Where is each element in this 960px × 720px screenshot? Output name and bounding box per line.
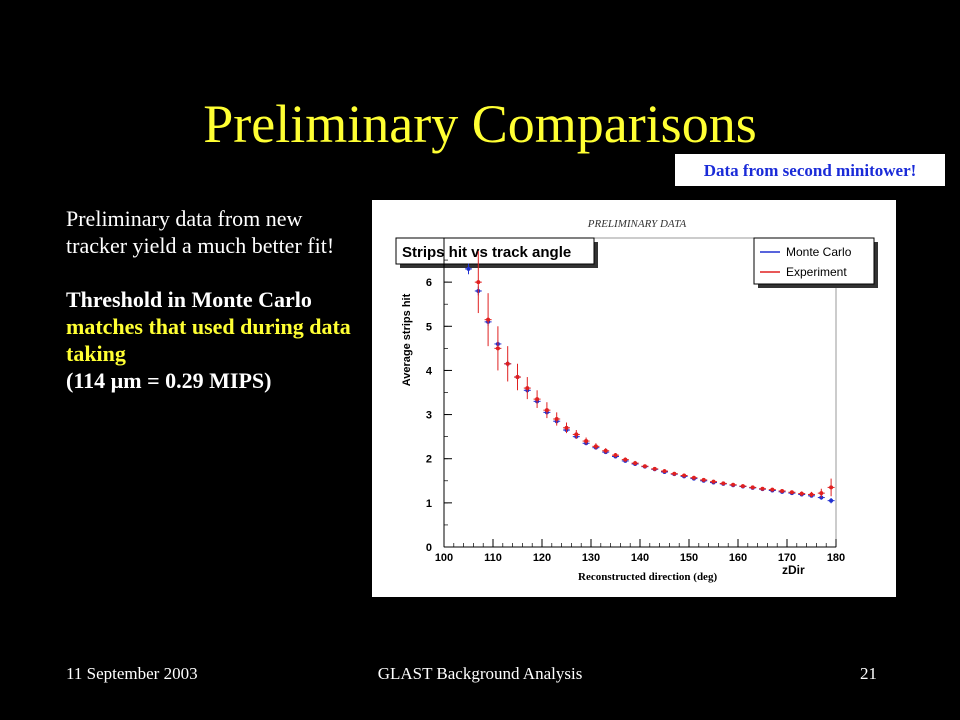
experiment-point <box>603 448 608 453</box>
x-tick-label: 110 <box>484 552 502 564</box>
legend-mc-label: Monte Carlo <box>786 245 852 259</box>
footer-title: GLAST Background Analysis <box>377 664 583 683</box>
experiment-point <box>623 457 628 462</box>
experiment-point <box>780 488 785 493</box>
experiment-point <box>584 439 589 444</box>
monte-carlo-point <box>829 498 834 503</box>
strips-hit-chart: PRELIMINARY DATA Strips hit vs track ang… <box>395 218 878 583</box>
minitower-note: Data from second minitower! <box>675 154 945 186</box>
experiment-point <box>701 477 706 482</box>
x-axis-label: Reconstructed direction (deg) <box>578 571 717 583</box>
legend-exp-label: Experiment <box>786 265 847 279</box>
experiment-point <box>750 485 755 490</box>
paragraph-mips: (114 µm = 0.29 MIPS) <box>66 368 272 393</box>
x-tick-label: 130 <box>582 552 600 564</box>
y-tick-label: 5 <box>426 321 432 333</box>
x-tick-label: 100 <box>435 552 453 564</box>
slide-title: Preliminary Comparisons <box>203 94 757 154</box>
x-tick-label: 120 <box>533 552 551 564</box>
experiment-point <box>574 432 579 437</box>
y-tick-label: 0 <box>426 542 432 554</box>
monte-carlo-point <box>466 266 471 271</box>
experiment-point <box>554 416 559 421</box>
chart-title: Strips hit vs track angle <box>402 244 571 261</box>
threshold-highlight: matches that used during data taking <box>66 314 351 366</box>
footer-date: 11 September 2003 <box>66 664 198 683</box>
experiment-point <box>544 408 549 413</box>
experiment-point <box>564 425 569 430</box>
x-axis-tag: zDir <box>782 563 805 577</box>
threshold-text: Threshold in Monte Carlo <box>66 287 312 312</box>
experiment-point <box>495 346 500 351</box>
x-tick-label: 150 <box>680 552 698 564</box>
footer-page-number: 21 <box>860 664 877 683</box>
experiment-point <box>731 482 736 487</box>
chart-title-box <box>395 237 595 265</box>
experiment-point <box>535 397 540 402</box>
y-tick-label: 6 <box>426 277 432 289</box>
preliminary-watermark: PRELIMINARY DATA <box>587 218 687 230</box>
experiment-point <box>740 484 745 489</box>
experiment-point <box>819 491 824 496</box>
x-tick-label: 170 <box>778 552 796 564</box>
experiment-point <box>809 492 814 497</box>
experiment-point <box>515 375 520 380</box>
experiment-point <box>691 475 696 480</box>
experiment-point <box>593 444 598 449</box>
experiment-point <box>525 386 530 391</box>
experiment-point <box>633 461 638 466</box>
experiment-point <box>486 317 491 322</box>
experiment-point <box>721 481 726 486</box>
x-tick-label: 160 <box>729 552 747 564</box>
legend-box <box>753 237 875 285</box>
paragraph-preliminary: Preliminary data from new tracker yield … <box>66 206 335 258</box>
experiment-point <box>613 453 618 458</box>
experiment-point <box>789 490 794 495</box>
y-tick-label: 2 <box>426 454 432 466</box>
x-tick-label: 140 <box>631 552 649 564</box>
experiment-point <box>662 469 667 474</box>
experiment-point <box>829 485 834 490</box>
experiment-point <box>652 466 657 471</box>
experiment-point <box>682 473 687 478</box>
y-axis-label: Average strips hit <box>401 293 413 386</box>
x-tick-label: 180 <box>827 552 845 564</box>
plot-panel: PRELIMINARY DATA Strips hit vs track ang… <box>372 200 896 597</box>
experiment-point <box>711 479 716 484</box>
experiment-point <box>505 361 510 366</box>
paragraph-threshold: Threshold in Monte Carlo matches that us… <box>66 286 356 367</box>
experiment-point <box>770 487 775 492</box>
experiment-point <box>760 486 765 491</box>
experiment-point <box>672 471 677 476</box>
y-tick-label: 1 <box>426 498 432 510</box>
y-tick-label: 3 <box>426 410 432 422</box>
experiment-point <box>799 491 804 496</box>
experiment-point <box>476 280 481 285</box>
y-tick-label: 4 <box>426 365 433 377</box>
experiment-point <box>642 464 647 469</box>
body-text: Preliminary data from new tracker yield … <box>66 205 356 394</box>
